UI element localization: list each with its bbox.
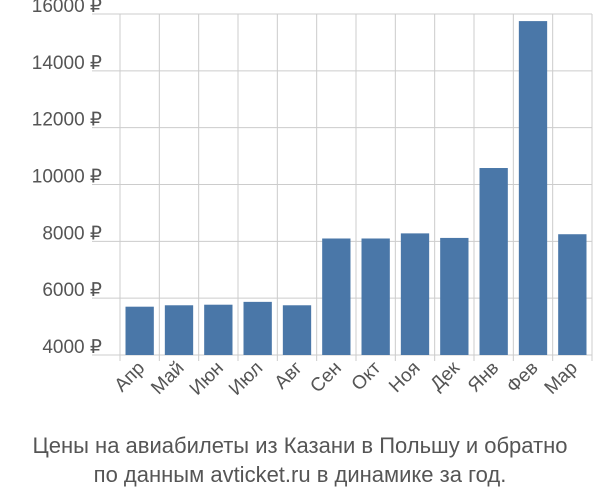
bar [243,301,272,355]
bar [282,305,312,355]
bar [479,168,508,355]
x-tick-label: Мар [541,358,582,399]
x-tick-label: Июн [186,358,228,400]
x-tick-label: Сен [306,358,345,397]
caption-line-1: Цены на авиабилеты из Казани в Польшу и … [32,433,568,458]
x-tick-label: Авг [271,358,307,394]
x-tick-label: Янв [464,358,503,397]
bar [125,306,154,355]
bar [400,233,430,355]
bar [558,234,587,355]
bar-chart: 4000 ₽ 6000 ₽ 8000 ₽ 10000 ₽ 12000 ₽ 14000 ₽ 1… [32,0,593,400]
x-tick-label: Июл [225,358,267,400]
bar [440,237,469,355]
y-tick-label: 8000 ₽ [42,223,102,244]
x-tick-label: Май [147,358,188,399]
bar [164,305,194,355]
x-tick-label: Ноя [385,358,424,397]
x-tick-label: Фев [503,358,543,398]
bars [125,21,587,356]
y-tick-label: 4000 ₽ [42,337,102,358]
y-tick-label: 14000 ₽ [32,53,102,74]
x-tick-label: Дек [427,357,465,395]
x-tick-label: Окт [348,357,386,395]
caption-line-2: по данным avticket.ru в динамике за год. [93,462,507,487]
y-axis-labels: 4000 ₽ 6000 ₽ 8000 ₽ 10000 ₽ 12000 ₽ 14000 ₽ 1… [32,0,102,358]
bar [322,238,351,355]
bar [204,304,233,355]
y-tick-label: 6000 ₽ [42,280,102,301]
y-tick-label: 10000 ₽ [32,167,102,188]
y-tick-label: 12000 ₽ [32,110,102,131]
y-tick-label: 16000 ₽ [32,0,102,17]
x-tick-label: Апр [111,358,150,397]
bar [361,238,390,355]
bar [518,21,548,356]
grid-lines [92,13,593,361]
